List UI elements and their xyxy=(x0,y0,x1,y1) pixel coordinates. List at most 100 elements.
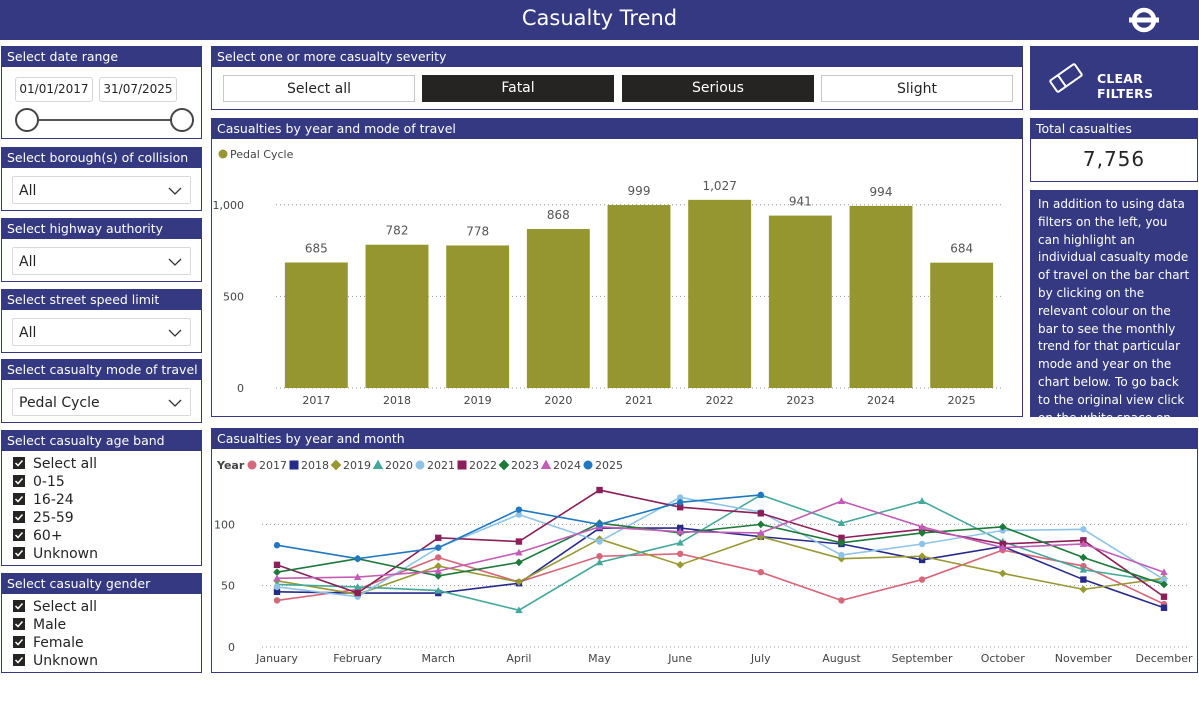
point-2023-december[interactable] xyxy=(1160,580,1168,589)
gender-option-female[interactable]: Female xyxy=(13,634,84,652)
legend-marker-2017[interactable] xyxy=(247,460,257,470)
point-2024-february[interactable] xyxy=(353,573,362,580)
point-2024-december[interactable] xyxy=(1160,568,1168,576)
point-2021-june[interactable] xyxy=(676,494,684,501)
point-2024-january[interactable] xyxy=(273,574,281,582)
point-2025-april[interactable] xyxy=(515,506,523,513)
age-option-25-59[interactable]: 25-59 xyxy=(13,509,74,527)
severity-select-all-button[interactable]: Select all xyxy=(223,75,415,102)
point-2017-july[interactable] xyxy=(757,568,765,576)
point-2022-february[interactable] xyxy=(354,589,361,597)
legend-marker-2023[interactable] xyxy=(498,459,510,471)
point-2023-april[interactable] xyxy=(515,558,523,567)
legend-label-2023[interactable]: 2023 xyxy=(511,459,539,472)
legend-marker-2021[interactable] xyxy=(415,460,425,470)
legend-marker-2019[interactable] xyxy=(330,459,342,471)
bar-2025[interactable] xyxy=(930,262,994,388)
age-option-select-all[interactable]: Select all xyxy=(13,455,97,473)
legend-label-pedal-cycle[interactable]: Pedal Cycle xyxy=(230,148,294,161)
checkbox-checked[interactable] xyxy=(13,529,25,541)
point-2018-december[interactable] xyxy=(1160,604,1168,611)
gender-option-select-all[interactable]: Select all xyxy=(13,598,97,616)
point-2024-july[interactable] xyxy=(757,529,765,536)
point-2017-august[interactable] xyxy=(838,597,845,604)
point-2020-september[interactable] xyxy=(918,497,926,504)
highway-dropdown[interactable]: All xyxy=(12,247,191,275)
checkbox-checked[interactable] xyxy=(13,654,25,666)
start-date-input[interactable]: 01/01/2017 xyxy=(15,77,93,102)
speed-dropdown[interactable]: All xyxy=(12,318,191,346)
point-2021-december[interactable] xyxy=(1160,576,1168,583)
legend-label-2021[interactable]: 2021 xyxy=(427,459,455,472)
point-2024-june[interactable] xyxy=(676,527,684,535)
point-2019-october[interactable] xyxy=(998,569,1007,578)
point-2020-may[interactable] xyxy=(595,558,604,566)
point-2019-november[interactable] xyxy=(1079,585,1088,594)
point-2022-december[interactable] xyxy=(1160,593,1168,600)
severity-fatal-button[interactable]: Fatal xyxy=(422,75,614,102)
series-line-2024[interactable] xyxy=(276,500,1165,580)
point-2024-april[interactable] xyxy=(515,548,523,556)
point-2022-march[interactable] xyxy=(435,534,442,542)
point-2022-august[interactable] xyxy=(838,534,845,542)
point-2020-march[interactable] xyxy=(434,586,442,594)
point-2025-may[interactable] xyxy=(596,521,603,528)
series-line-2022[interactable] xyxy=(276,489,1165,598)
checkbox-checked[interactable] xyxy=(13,475,25,487)
point-2022-june[interactable] xyxy=(676,504,684,511)
point-2021-may[interactable] xyxy=(596,538,603,545)
point-2022-january[interactable] xyxy=(273,561,281,569)
point-2017-june[interactable] xyxy=(676,550,684,558)
point-2022-april[interactable] xyxy=(515,538,523,545)
end-date-input[interactable]: 31/07/2025 xyxy=(99,77,177,102)
series-line-2019[interactable] xyxy=(276,535,1165,596)
point-2024-october[interactable] xyxy=(999,543,1007,551)
legend-label-2024[interactable]: 2024 xyxy=(553,459,581,472)
legend-marker-pedal-cycle[interactable] xyxy=(218,149,228,159)
legend-marker-2018[interactable] xyxy=(289,460,299,470)
age-option-16-24[interactable]: 16-24 xyxy=(13,491,74,509)
legend-label-2020[interactable]: 2020 xyxy=(385,459,413,472)
series-line-2020[interactable] xyxy=(276,494,1165,612)
legend-marker-2020[interactable] xyxy=(372,459,384,470)
bar-2019[interactable] xyxy=(446,245,510,388)
checkbox-checked[interactable] xyxy=(13,457,25,469)
point-2019-april[interactable] xyxy=(515,578,523,586)
bar-2021[interactable] xyxy=(607,204,671,388)
checkbox-checked[interactable] xyxy=(13,547,25,559)
legend-label-2019[interactable]: 2019 xyxy=(343,459,371,472)
point-2025-march[interactable] xyxy=(435,544,442,551)
bar-2018[interactable] xyxy=(365,244,429,388)
checkbox-checked[interactable] xyxy=(13,511,25,523)
age-option-60-plus[interactable]: 60+ xyxy=(13,527,63,545)
point-2021-january[interactable] xyxy=(273,583,281,591)
point-2025-february[interactable] xyxy=(354,555,361,562)
series-line-2023[interactable] xyxy=(276,522,1165,586)
bar-2022[interactable] xyxy=(688,199,752,388)
legend-marker-2022[interactable] xyxy=(457,460,467,470)
point-2020-june[interactable] xyxy=(676,538,684,546)
age-option-0-15[interactable]: 0-15 xyxy=(13,473,65,491)
point-2021-november[interactable] xyxy=(1080,526,1087,533)
point-2020-april[interactable] xyxy=(515,606,523,614)
legend-marker-2025[interactable] xyxy=(583,460,593,470)
legend-label-2025[interactable]: 2025 xyxy=(595,459,623,472)
date-slider-track[interactable] xyxy=(27,119,182,121)
point-2017-september[interactable] xyxy=(918,576,926,583)
line-chart[interactable]: Year 2017 2018 2019 2020 2021 2022 2023 2024 2025… xyxy=(212,449,1197,672)
point-2023-january[interactable] xyxy=(273,568,281,577)
point-2025-july[interactable] xyxy=(757,491,765,499)
checkbox-checked[interactable] xyxy=(13,636,25,648)
bar-2017[interactable] xyxy=(284,262,348,388)
gender-option-male[interactable]: Male xyxy=(13,616,66,634)
clear-filters-button[interactable]: CLEAR FILTERS xyxy=(1030,46,1198,110)
point-2020-august[interactable] xyxy=(837,519,846,527)
point-2019-june[interactable] xyxy=(676,560,685,569)
legend-label-2017[interactable]: 2017 xyxy=(259,459,287,472)
bar-chart[interactable]: Pedal Cycle 0 500 1,000 685 2017 782 2018 778 201… xyxy=(212,139,1022,416)
point-2025-january[interactable] xyxy=(273,542,281,549)
point-2017-january[interactable] xyxy=(273,597,281,604)
point-2023-march[interactable] xyxy=(434,572,443,580)
legend-label-2018[interactable]: 2018 xyxy=(301,459,329,472)
bar-2024[interactable] xyxy=(849,205,913,388)
